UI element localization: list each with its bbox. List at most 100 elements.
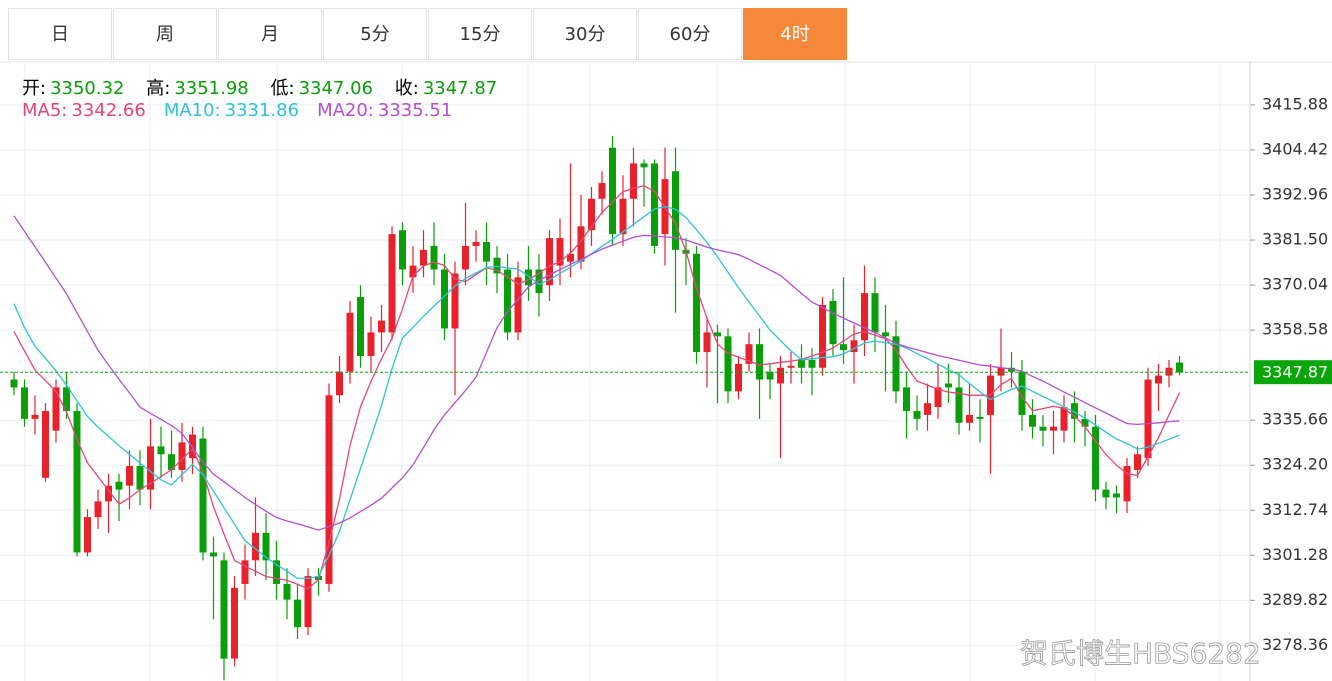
candle-body	[892, 336, 900, 392]
y-tick-label: 3415.88	[1262, 94, 1328, 113]
candle-body	[220, 560, 228, 659]
candle-body	[294, 599, 301, 628]
candle-body	[1144, 379, 1152, 459]
candle-body	[84, 517, 91, 553]
ma-line	[13, 215, 1180, 531]
candle-body	[21, 387, 28, 419]
candle-body	[514, 277, 522, 333]
candle-body	[630, 163, 637, 199]
candle-body	[325, 395, 333, 584]
y-tick-label: 3404.42	[1262, 139, 1328, 158]
ma-line	[13, 185, 1181, 590]
ohlc-readout: 开: 3350.32 高: 3351.98 低: 3347.06 收: 3347.87	[22, 74, 501, 100]
candle-body	[231, 587, 238, 659]
candle-body	[819, 304, 826, 368]
candle-body	[115, 481, 123, 490]
candle-body	[724, 336, 732, 392]
period-tab[interactable]: 60分	[638, 8, 742, 60]
candle-body	[1008, 367, 1015, 372]
candle-body	[861, 293, 868, 341]
candle-body	[976, 416, 984, 419]
candle-body	[882, 332, 889, 337]
candle-body	[52, 387, 60, 431]
candle-body	[871, 293, 879, 333]
candle-body	[567, 253, 574, 262]
candle-body	[525, 269, 532, 286]
candle-body	[1134, 454, 1141, 470]
candle-body	[430, 245, 438, 270]
candle-body	[210, 552, 217, 557]
candle-body	[693, 253, 700, 353]
y-tick-label: 3324.20	[1262, 455, 1328, 474]
candle-body	[651, 163, 658, 246]
candle-body	[136, 466, 144, 490]
open-label: 开:	[22, 78, 47, 99]
ma-legend: MA5: 3342.66 MA10: 3331.86 MA20: 3335.51	[22, 100, 470, 121]
candle-body	[336, 371, 343, 396]
candle-body	[598, 183, 606, 199]
candle-body	[493, 257, 501, 274]
candle-body	[1018, 371, 1026, 415]
y-tick-label: 3301.28	[1262, 545, 1328, 564]
period-tab[interactable]: 15分	[428, 8, 532, 60]
candle-body	[241, 560, 249, 584]
candle-body	[451, 273, 459, 329]
candle-body	[126, 466, 133, 486]
candle-body	[483, 242, 490, 262]
candle-body	[304, 576, 312, 628]
candle-body	[409, 265, 417, 278]
candle-body	[850, 340, 858, 353]
candle-body	[178, 442, 186, 470]
y-tick-label: 3358.58	[1262, 320, 1328, 339]
candle-body	[619, 198, 627, 235]
candle-body	[829, 300, 837, 345]
candle-body	[1029, 414, 1036, 427]
candle-body	[913, 410, 921, 419]
legend-value: 3335.51	[377, 100, 453, 121]
candle-body	[63, 387, 70, 411]
candle-body	[945, 383, 952, 388]
candle-body	[903, 387, 910, 411]
candle-body	[1176, 362, 1183, 373]
legend-name: MA10:	[163, 100, 221, 121]
y-tick-label: 3335.66	[1262, 410, 1328, 429]
legend-name: MA5:	[22, 100, 68, 121]
candle-body	[745, 344, 753, 364]
period-tab[interactable]: 月	[218, 8, 322, 60]
period-tab[interactable]: 30分	[533, 8, 637, 60]
legend-value: 3331.86	[224, 100, 300, 121]
candle-body	[577, 226, 585, 262]
candle-body	[787, 365, 795, 368]
y-tick-label: 3312.74	[1262, 500, 1328, 519]
period-tab[interactable]: 5分	[323, 8, 427, 60]
candle-body	[157, 446, 165, 455]
period-tab[interactable]: 4时	[743, 8, 847, 60]
y-tick-label: 3392.96	[1262, 184, 1328, 203]
candle-body	[735, 363, 742, 392]
candle-body	[1071, 403, 1078, 419]
candle-body	[1092, 426, 1099, 490]
low-value: 3347.06	[298, 78, 374, 99]
candle-body	[546, 238, 553, 286]
candle-body	[346, 312, 354, 372]
open-value: 3350.32	[50, 78, 125, 99]
candle-body	[94, 501, 102, 518]
y-tick-label: 3278.36	[1262, 635, 1328, 654]
low-label: 低:	[270, 78, 295, 99]
candle-body	[640, 163, 648, 168]
candle-body	[703, 332, 711, 353]
period-tab[interactable]: 周	[113, 8, 217, 60]
last-price-label: 3347.87	[1262, 363, 1328, 382]
candle-body	[1155, 375, 1162, 384]
candle-body	[1081, 418, 1089, 427]
candle-body	[1060, 407, 1068, 431]
candle-body	[1123, 466, 1131, 502]
y-tick-label: 3370.04	[1262, 275, 1328, 294]
candle-body	[535, 269, 543, 294]
candle-body	[672, 171, 679, 250]
candle-body	[441, 269, 448, 329]
ma-line	[13, 205, 1180, 580]
candle-body	[1102, 489, 1110, 498]
period-tab[interactable]: 日	[8, 8, 112, 60]
